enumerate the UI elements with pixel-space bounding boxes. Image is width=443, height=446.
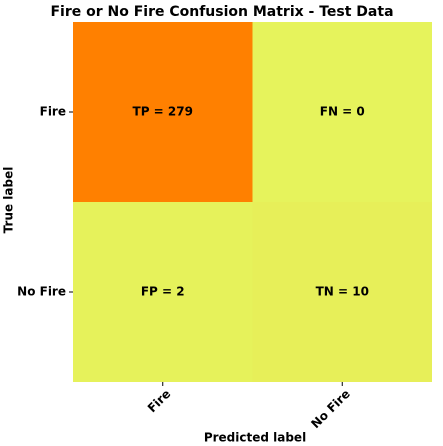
chart-title: Fire or No Fire Confusion Matrix - Test …: [50, 4, 393, 20]
cell-label: FN = 0: [320, 105, 365, 119]
y-tick-label: Fire: [40, 105, 66, 119]
x-tick-label: No Fire: [308, 387, 352, 431]
y-axis-label: True label: [2, 167, 16, 234]
heatmap-cell: [73, 22, 253, 202]
x-tick-label: Fire: [145, 387, 174, 416]
heatmap-cell: [73, 202, 253, 382]
y-tick-label: No Fire: [17, 285, 66, 299]
cell-label: TP = 279: [133, 105, 193, 119]
cell-label: FP = 2: [141, 285, 185, 299]
heatmap-cell: [252, 22, 432, 202]
x-axis-label: Predicted label: [204, 431, 306, 445]
cell-label: TN = 10: [316, 285, 369, 299]
heatmap-cell: [252, 202, 432, 382]
